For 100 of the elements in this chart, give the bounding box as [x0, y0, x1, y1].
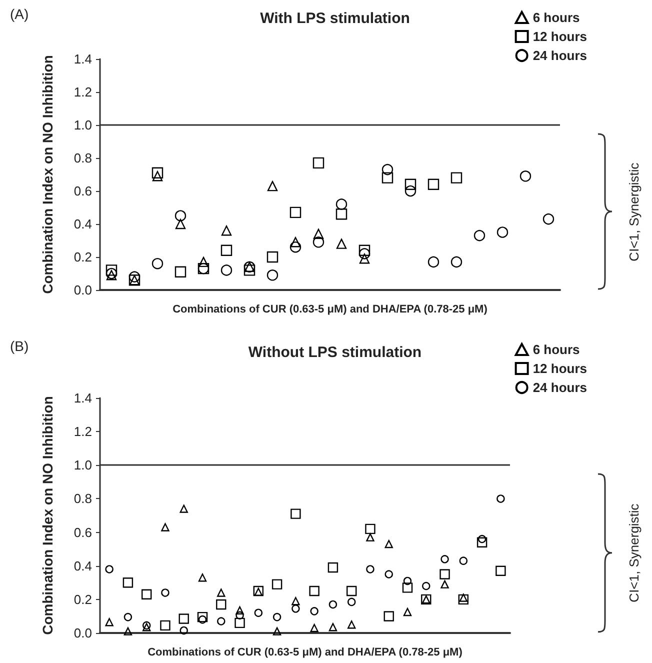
- point: [404, 185, 416, 197]
- point: [336, 198, 348, 210]
- point: [244, 264, 256, 276]
- y-tick-label: 1.2: [74, 424, 92, 440]
- point: [359, 254, 370, 264]
- point: [267, 180, 278, 192]
- point: [142, 621, 151, 630]
- point: [124, 612, 132, 622]
- legend-label: 6 hours: [532, 342, 580, 357]
- point: [198, 574, 207, 582]
- y-tick-label: 0.2: [74, 592, 92, 607]
- point: [402, 582, 413, 593]
- point: [221, 226, 232, 236]
- legend-label: 12 hours: [532, 361, 588, 376]
- point: [180, 504, 188, 513]
- point: [313, 228, 324, 239]
- y-tick-label: 0.4: [74, 216, 92, 232]
- x-axis-title: Combinations of CUR (0.63-5 μM) and DHA/EPA (0.78-25 μM): [172, 304, 488, 316]
- legend-label: 24 hours: [532, 380, 588, 395]
- y-tick-label: 1.2: [74, 84, 92, 100]
- y-tick-label: 0.6: [74, 524, 92, 540]
- point: [347, 620, 356, 629]
- y-tick-label: 0.6: [74, 184, 92, 198]
- point: [478, 534, 486, 544]
- legend-label: 24 hours: [532, 48, 588, 63]
- point: [450, 256, 462, 268]
- point: [310, 624, 318, 632]
- y-tick-label: 0.2: [74, 250, 92, 264]
- y-tick-label: 1.4: [74, 52, 92, 66]
- point: [272, 579, 282, 590]
- point: [142, 623, 151, 632]
- point: [236, 606, 244, 614]
- point: [152, 258, 164, 270]
- point: [422, 582, 430, 590]
- point: [382, 164, 394, 176]
- y-axis-title: Combination Index on NO Inhibition: [40, 396, 56, 635]
- point: [254, 608, 263, 617]
- point: [366, 565, 374, 574]
- point: [124, 627, 132, 636]
- point: [336, 238, 347, 249]
- point: [161, 523, 170, 532]
- point: [217, 588, 226, 597]
- point: [290, 242, 302, 253]
- point: [358, 244, 370, 256]
- point: [310, 607, 318, 616]
- point: [404, 178, 416, 190]
- text: (B): [10, 338, 29, 354]
- point: [336, 208, 348, 220]
- text: (A): [10, 6, 29, 22]
- point: [496, 566, 506, 576]
- point: [312, 157, 324, 169]
- point: [292, 604, 300, 613]
- y-tick-label: 1.0: [74, 118, 92, 132]
- chart-title: Without LPS stimulation: [248, 344, 422, 361]
- point: [458, 594, 469, 605]
- point: [141, 589, 152, 600]
- point: [152, 171, 163, 182]
- point: [106, 264, 118, 276]
- point: [178, 614, 189, 624]
- point: [174, 266, 186, 278]
- point: [106, 270, 117, 280]
- point: [403, 608, 412, 616]
- point: [105, 565, 114, 574]
- y-axis-title: Combination Index on NO Inhibition: [40, 55, 56, 294]
- point: [348, 598, 356, 606]
- x-axis-title: Combinations of CUR (0.63-5 μM) and DHA/EPA (0.78-25 μM): [148, 646, 463, 658]
- point: [266, 270, 278, 281]
- point: [234, 618, 245, 628]
- point: [105, 618, 114, 626]
- point: [428, 256, 440, 268]
- point: [328, 562, 338, 573]
- text: CI<1, Synergistic: [626, 504, 642, 602]
- point: [365, 524, 376, 534]
- point: [175, 218, 186, 230]
- point: [384, 611, 394, 622]
- legend-label: 6 hours: [532, 10, 580, 25]
- point: [346, 586, 357, 596]
- point: [440, 580, 449, 588]
- y-tick-label: 0.8: [74, 150, 92, 166]
- point: [459, 556, 468, 565]
- text: CI<1, Synergistic: [626, 162, 642, 261]
- point: [160, 620, 170, 631]
- chart-title: With LPS stimulation: [260, 10, 410, 27]
- point: [290, 508, 301, 519]
- y-tick-label: 1.0: [74, 458, 92, 473]
- point: [236, 611, 244, 620]
- point: [428, 178, 440, 190]
- point: [174, 210, 186, 222]
- point: [440, 555, 449, 564]
- point: [272, 627, 282, 636]
- y-tick-label: 0.4: [74, 558, 92, 574]
- point: [290, 206, 302, 218]
- point: [197, 612, 208, 622]
- point: [272, 612, 282, 622]
- point: [474, 230, 486, 242]
- point: [366, 533, 374, 542]
- point: [496, 226, 508, 238]
- point: [312, 236, 324, 248]
- point: [161, 588, 170, 597]
- legend-label: 12 hours: [532, 29, 588, 44]
